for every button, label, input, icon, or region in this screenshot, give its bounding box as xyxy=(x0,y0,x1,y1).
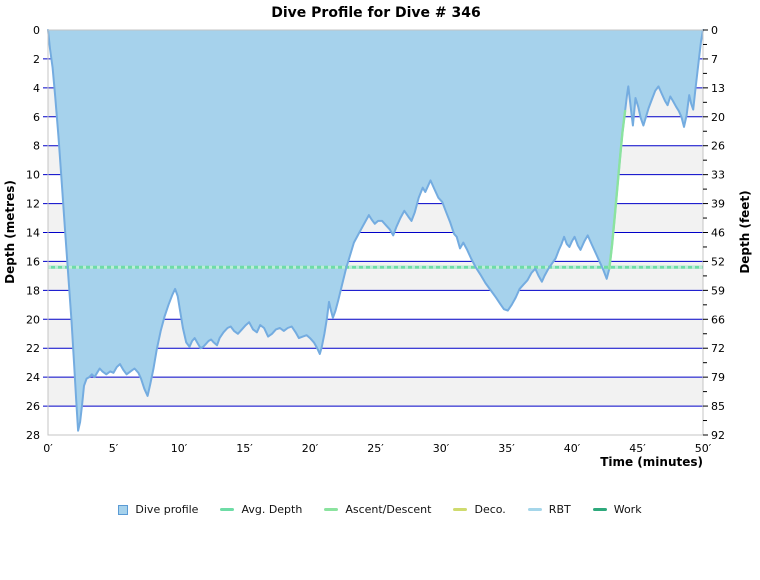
legend-item-dive-profile: Dive profile xyxy=(118,503,198,516)
x-tick-label: 35′ xyxy=(498,442,515,455)
legend-dash-marker xyxy=(220,508,235,511)
y-tick-label-feet: 59 xyxy=(711,284,725,297)
y-tick-label-metres: 16 xyxy=(26,255,40,268)
x-tick-label: 45′ xyxy=(629,442,646,455)
legend-label: Work xyxy=(613,503,642,516)
chart-legend: Dive profile Avg. Depth Ascent/Descent Deco… xyxy=(0,503,760,516)
dive-profile-area xyxy=(48,30,703,431)
legend-dash-marker xyxy=(324,508,339,511)
y-tick-label-metres: 2 xyxy=(33,53,40,66)
x-tick-label: 40′ xyxy=(564,442,581,455)
legend-label: Avg. Depth xyxy=(241,503,303,516)
legend-square-marker xyxy=(118,504,129,515)
x-tick-label: 20′ xyxy=(302,442,319,455)
legend-item-avg-depth: Avg. Depth xyxy=(220,503,302,516)
chart-title: Dive Profile for Dive # 346 xyxy=(271,5,481,21)
y-tick-label-metres: 14 xyxy=(26,227,40,240)
legend-label: Ascent/Descent xyxy=(345,503,432,516)
x-axis-title: Time (minutes) xyxy=(600,455,703,469)
y-tick-label-feet: 72 xyxy=(711,342,725,355)
y-tick-label-metres: 8 xyxy=(33,140,40,153)
y-tick-label-feet: 85 xyxy=(711,400,725,413)
y-tick-label-feet: 66 xyxy=(711,313,725,326)
legend-label: RBT xyxy=(548,503,571,516)
y-tick-label-feet: 20 xyxy=(711,111,725,124)
y-tick-label-metres: 22 xyxy=(26,342,40,355)
y-tick-label-feet: 79 xyxy=(711,371,725,384)
y-tick-label-metres: 20 xyxy=(26,313,40,326)
depth-band xyxy=(48,377,703,407)
y-tick-label-feet: 46 xyxy=(711,227,725,240)
legend-dash-marker xyxy=(592,508,607,511)
dive-profile-chart: 0246810121416182022242628071320263339465… xyxy=(26,24,725,455)
y-tick-label-feet: 0 xyxy=(711,24,718,37)
y-tick-label-metres: 18 xyxy=(26,284,40,297)
x-tick-label: 5′ xyxy=(109,442,119,455)
y-tick-label-metres: 26 xyxy=(26,400,40,413)
legend-item-work: Work xyxy=(592,503,642,516)
ascent-rate-segment xyxy=(608,109,627,270)
y-tick-label-metres: 12 xyxy=(26,198,40,211)
y-tick-label-feet: 52 xyxy=(711,255,725,268)
legend-label: Deco. xyxy=(474,503,506,516)
legend-dash-marker xyxy=(527,508,542,511)
x-tick-label: 50′ xyxy=(695,442,712,455)
y-tick-label-metres: 10 xyxy=(26,169,40,182)
y-tick-label-metres: 4 xyxy=(33,82,40,95)
x-tick-label: 0′ xyxy=(43,442,53,455)
y-tick-label-feet: 7 xyxy=(711,53,718,66)
x-tick-label: 10′ xyxy=(171,442,188,455)
y-tick-label-metres: 6 xyxy=(33,111,40,124)
y-tick-label-metres: 28 xyxy=(26,429,40,442)
legend-item-rbt: RBT xyxy=(527,503,571,516)
y-tick-label-metres: 0 xyxy=(33,24,40,37)
y-tick-label-feet: 13 xyxy=(711,82,725,95)
legend-label: Dive profile xyxy=(135,503,199,516)
y-tick-label-feet: 92 xyxy=(711,429,725,442)
x-tick-label: 15′ xyxy=(236,442,253,455)
legend-item-deco: Deco. xyxy=(453,503,506,516)
y-tick-label-feet: 39 xyxy=(711,198,725,211)
x-tick-label: 25′ xyxy=(367,442,384,455)
y-tick-label-feet: 26 xyxy=(711,140,725,153)
legend-item-ascent-descent: Ascent/Descent xyxy=(324,503,431,516)
x-tick-label: 30′ xyxy=(433,442,450,455)
legend-dash-marker xyxy=(453,508,468,511)
y-tick-label-feet: 33 xyxy=(711,169,725,182)
y-tick-label-metres: 24 xyxy=(26,371,40,384)
